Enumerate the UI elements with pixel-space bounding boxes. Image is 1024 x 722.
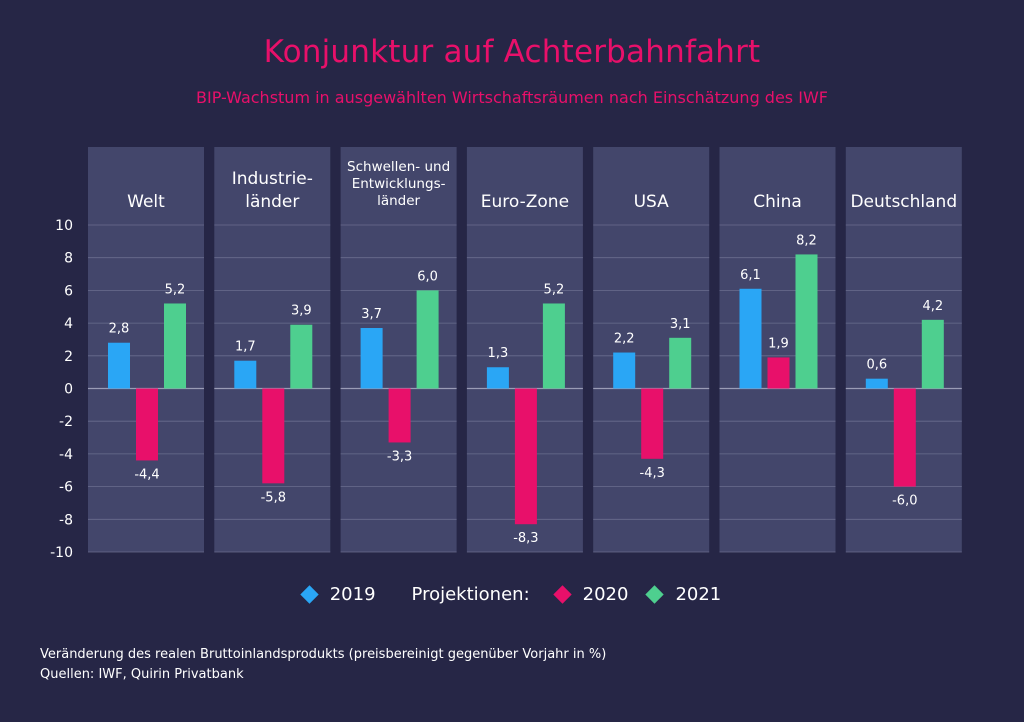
footnote-description: Veränderung des realen Bruttoinlandsprod… <box>40 647 607 662</box>
data-label-2021: 6,0 <box>417 269 438 284</box>
data-label-2021: 3,1 <box>670 317 691 332</box>
category-label: USA <box>634 192 670 212</box>
data-label-2021: 4,2 <box>922 299 943 314</box>
data-label-2020: -4,3 <box>640 466 665 481</box>
bar-2019 <box>739 288 762 389</box>
bar-2020 <box>136 388 158 461</box>
category-label: Deutschland <box>850 192 957 212</box>
data-label-2021: 5,2 <box>544 282 565 297</box>
bar-2021 <box>921 319 944 389</box>
bar-2020 <box>262 388 285 484</box>
category-label: Industrie- <box>232 169 313 189</box>
data-label-2021: 8,2 <box>796 233 817 248</box>
y-tick-label: 6 <box>64 283 73 299</box>
data-label-2020: -5,8 <box>261 490 286 505</box>
category-label: Euro-Zone <box>481 192 569 212</box>
legend-label-2020: 2020 <box>582 584 629 605</box>
bar-2019 <box>108 342 130 389</box>
legend-label-2021: 2021 <box>675 584 722 605</box>
legend-swatch-2021 <box>645 585 665 604</box>
data-label-2019: 2,8 <box>109 322 130 337</box>
legend-item-2019: 2019 <box>300 584 376 605</box>
category-label: länder <box>245 192 299 212</box>
legend-projections: Projektionen: <box>412 584 536 605</box>
chart-subtitle: BIP-Wachstum in ausgewählten Wirtschafts… <box>196 88 828 107</box>
y-tick-label: -4 <box>59 447 73 463</box>
data-label-2019: 2,2 <box>614 332 635 347</box>
bar-2019 <box>360 328 383 389</box>
data-label-2020: -8,3 <box>513 531 538 546</box>
category-label: China <box>753 192 802 212</box>
category-label: Entwicklungs- <box>352 176 446 192</box>
data-label-2020: -4,4 <box>134 467 159 482</box>
y-tick-label: 4 <box>64 316 73 332</box>
bar-2019 <box>234 360 257 389</box>
legend-item-2020: 2020 <box>552 584 629 605</box>
legend: 2019 Projektionen: 2020 2021 <box>0 584 1024 605</box>
bar-2020 <box>641 388 664 459</box>
bar-2020 <box>388 388 411 443</box>
y-tick-label: -8 <box>59 512 73 528</box>
bar-2021 <box>669 337 692 389</box>
legend-projections-label: Projektionen: <box>411 584 530 605</box>
bar-2021 <box>290 324 313 389</box>
data-label-2021: 3,9 <box>291 304 312 319</box>
data-label-2019: 0,6 <box>866 358 887 373</box>
legend-item-2021: 2021 <box>645 584 722 605</box>
y-tick-label: 8 <box>64 251 73 267</box>
bar-2019 <box>486 367 509 389</box>
data-label-2019: 1,3 <box>488 346 509 361</box>
y-tick-label: 10 <box>55 218 73 234</box>
bar-2021 <box>795 254 818 389</box>
data-label-2019: 3,7 <box>361 307 382 322</box>
bar-2020 <box>767 357 790 389</box>
y-tick-label: -10 <box>50 545 73 561</box>
legend-label-2019: 2019 <box>329 584 376 605</box>
category-label: Welt <box>127 192 165 212</box>
bar-2020 <box>514 388 537 525</box>
footnote: Veränderung des realen Bruttoinlandsprod… <box>40 645 606 685</box>
footnote-sources: Quellen: IWF, Quirin Privatbank <box>40 667 244 682</box>
data-label-2019: 6,1 <box>740 268 761 283</box>
legend-swatch-2019 <box>300 585 319 604</box>
category-label: Schwellen- und <box>347 159 450 175</box>
bar-2020 <box>893 388 916 487</box>
y-tick-label: -2 <box>59 414 73 430</box>
y-tick-label: 0 <box>64 382 73 398</box>
bar-2021 <box>542 303 565 389</box>
y-tick-label: 2 <box>64 349 73 365</box>
bar-2019 <box>613 352 636 389</box>
data-label-2020: 1,9 <box>768 336 789 351</box>
bar-2021 <box>416 290 439 389</box>
category-label: länder <box>377 193 420 209</box>
chart-title: Konjunktur auf Achterbahnfahrt <box>263 34 761 70</box>
data-label-2020: -6,0 <box>892 494 917 509</box>
bar-2021 <box>164 303 186 389</box>
data-label-2020: -3,3 <box>387 449 412 464</box>
bar-2019 <box>865 378 888 389</box>
legend-swatch-2020 <box>552 585 572 604</box>
y-tick-label: -6 <box>59 480 73 496</box>
data-label-2019: 1,7 <box>235 340 256 355</box>
data-label-2021: 5,2 <box>165 282 186 297</box>
